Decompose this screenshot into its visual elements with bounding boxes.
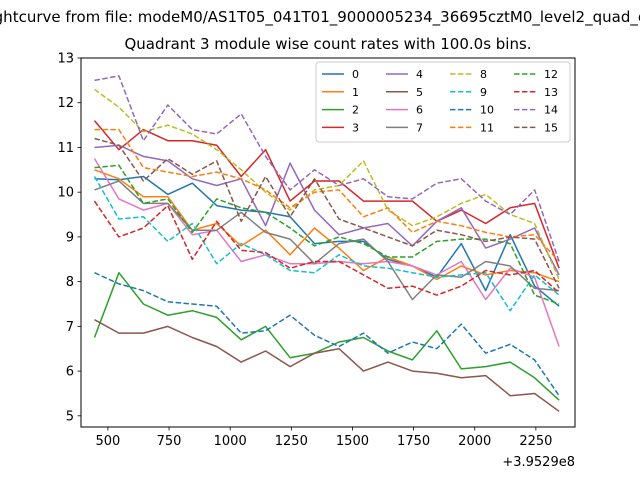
legend-label-13: 13	[544, 86, 558, 99]
legend-label-7: 7	[416, 121, 423, 134]
legend-label-5: 5	[416, 86, 423, 99]
x-tick-label: 750	[157, 434, 182, 449]
plot-lines	[93, 75, 560, 412]
series-line-6	[93, 158, 560, 347]
legend-label-1: 1	[352, 86, 359, 99]
legend-label-3: 3	[352, 121, 359, 134]
series-line-4	[94, 144, 560, 276]
x-axis-offset-label: +3.9529e8	[502, 455, 575, 470]
x-axis: 500 750 1000 1250 1500 1750 2000 2250	[95, 427, 552, 449]
legend-label-12: 12	[544, 68, 558, 81]
chart-title: Quadrant 3 module wise count rates with …	[124, 35, 531, 53]
x-tick-label: 1750	[397, 434, 430, 449]
series-line-11	[94, 128, 560, 263]
x-tick-label: 2250	[519, 434, 552, 449]
legend-label-4: 4	[416, 68, 423, 81]
legend-label-10: 10	[480, 104, 494, 117]
y-tick-label: 5	[66, 409, 74, 424]
x-tick-label: 1250	[275, 434, 308, 449]
chart-suptitle: Plot of lightcurve from file: modeM0/AS1…	[0, 8, 640, 27]
y-tick-label: 11	[57, 141, 74, 156]
series-line-2	[93, 271, 560, 401]
series-line-15	[94, 137, 560, 289]
y-axis: 5 6 7 8 9 10 11 12 13	[57, 52, 81, 424]
legend-label-11: 11	[480, 121, 494, 134]
y-tick-label: 9	[66, 230, 74, 245]
series-line-10	[94, 272, 560, 397]
y-tick-label: 12	[57, 96, 74, 111]
series-line-7	[94, 180, 560, 301]
legend-label-8: 8	[480, 68, 487, 81]
plot-frame	[80, 57, 576, 428]
y-tick-label: 6	[66, 365, 74, 380]
legend-label-14: 14	[544, 104, 558, 117]
legend-label-0: 0	[352, 68, 359, 81]
legend-label-2: 2	[352, 104, 359, 117]
legend-label-9: 9	[480, 86, 487, 99]
x-tick-label: 1500	[336, 434, 369, 449]
y-tick-label: 13	[57, 52, 74, 67]
x-tick-label: 2000	[458, 434, 491, 449]
x-tick-label: 500	[95, 434, 120, 449]
series-line-13	[93, 200, 560, 296]
series-line-0	[94, 175, 560, 307]
series-line-5	[94, 319, 560, 412]
legend-label-6: 6	[416, 104, 423, 117]
series-line-3	[93, 120, 560, 269]
series-line-8	[94, 88, 560, 280]
y-tick-label: 10	[57, 186, 74, 201]
y-tick-label: 8	[66, 275, 74, 290]
series-line-1	[94, 169, 560, 283]
x-tick-label: 1000	[214, 434, 247, 449]
series-line-9	[93, 176, 560, 312]
legend-label-15: 15	[544, 121, 558, 134]
y-tick-label: 7	[66, 320, 74, 335]
series-line-12	[94, 164, 560, 305]
legend-box	[315, 61, 571, 143]
series-line-14	[94, 75, 560, 262]
